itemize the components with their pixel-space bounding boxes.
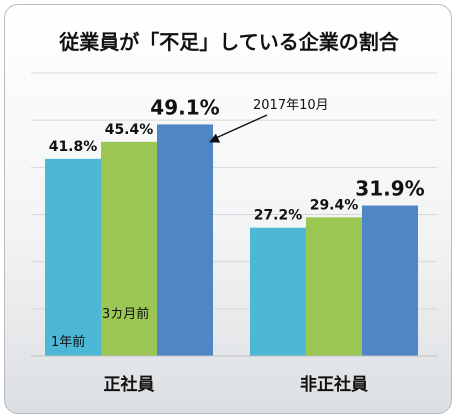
bar	[306, 217, 362, 356]
series-label-3: 2017年10月	[253, 98, 329, 113]
bars	[45, 124, 418, 356]
series-label-2: 3カ月前	[102, 306, 149, 322]
bar	[362, 205, 418, 356]
value-label: 27.2%	[254, 208, 303, 224]
bar	[157, 124, 213, 356]
bar	[45, 158, 101, 356]
arrow-line	[214, 114, 268, 140]
arrow-head	[209, 133, 221, 143]
series-annotations: 1年前 3カ月前 2017年10月	[51, 98, 329, 350]
bar	[250, 227, 306, 356]
bar	[101, 141, 157, 356]
category-label: 正社員	[104, 374, 155, 395]
value-label: 49.1%	[150, 95, 219, 119]
category-labels: 正社員 非正社員	[104, 374, 369, 395]
value-label: 31.9%	[355, 177, 424, 201]
category-label: 非正社員	[300, 374, 368, 395]
value-label: 41.8%	[49, 139, 98, 155]
value-label: 45.4%	[105, 122, 154, 138]
series-label-1: 1年前	[51, 334, 85, 350]
value-labels: 41.8% 45.4% 49.1% 27.2% 29.4%31.9%	[49, 95, 425, 223]
value-label: 29.4%	[310, 197, 359, 213]
chart-frame: 従業員が「不足」している企業の割合 41.8% 45.4% 49.1% 27.2% 29…	[4, 4, 452, 414]
chart-title: 従業員が「不足」している企業の割合	[58, 30, 399, 54]
chart-svg: 従業員が「不足」している企業の割合 41.8% 45.4% 49.1% 27.2% 29…	[31, 30, 437, 395]
